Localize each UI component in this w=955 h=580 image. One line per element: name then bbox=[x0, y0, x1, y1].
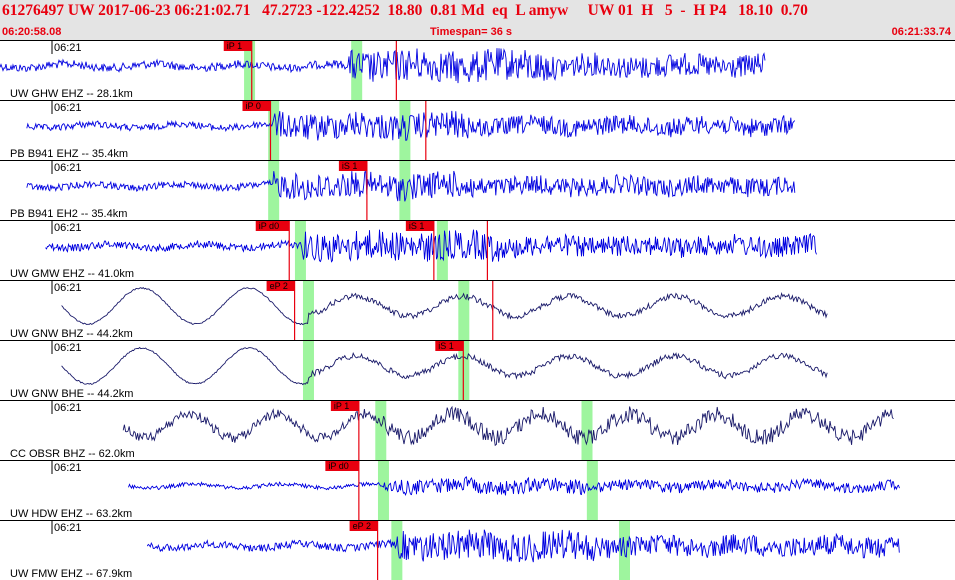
event-header: 61276497 UW 2017-06-23 06:21:02.71 47.27… bbox=[0, 0, 955, 40]
phase-pick-flag[interactable] bbox=[255, 221, 290, 231]
phase-pick-label: iP d0 bbox=[259, 221, 279, 231]
phase-pick-label: iS 1 bbox=[409, 221, 425, 231]
analysis-window bbox=[436, 221, 448, 280]
waveform-trace bbox=[45, 229, 817, 263]
waveform-trace bbox=[146, 529, 900, 563]
phase-pick-label: eP 2 bbox=[270, 281, 288, 291]
station-label: PB B941 EHZ -- 35.4km bbox=[10, 148, 128, 160]
trace-time-label: 06:21 bbox=[54, 342, 82, 354]
phase-pick-label: iP d0 bbox=[328, 461, 348, 471]
window-end-time: 06:21:33.74 bbox=[891, 26, 951, 38]
trace-time-label: 06:21 bbox=[54, 282, 82, 294]
analysis-window bbox=[377, 461, 389, 520]
event-summary-title: 61276497 UW 2017-06-23 06:21:02.71 47.27… bbox=[2, 2, 808, 19]
phase-pick-flag[interactable] bbox=[325, 461, 359, 471]
phase-pick-label: iS 1 bbox=[438, 341, 454, 351]
phase-pick-flag[interactable] bbox=[338, 161, 367, 171]
analysis-window bbox=[268, 101, 280, 160]
waveform-trace bbox=[26, 110, 796, 141]
station-label: UW GNW BHZ -- 44.2km bbox=[10, 328, 133, 340]
analysis-window bbox=[399, 161, 411, 220]
trace-panel[interactable]: iP d0 iS 1 06:21 UW GMW EHZ -- 41.0km bbox=[0, 220, 955, 281]
trace-time-label: 06:21 bbox=[54, 162, 82, 174]
trace-panel[interactable]: iP 0 06:21 PB B941 EHZ -- 35.4km bbox=[0, 100, 955, 161]
analysis-window bbox=[351, 41, 363, 100]
phase-pick-label: iP 0 bbox=[245, 101, 260, 111]
analysis-window bbox=[268, 161, 280, 220]
analysis-window bbox=[302, 281, 314, 340]
station-label: UW GNW BHE -- 44.2km bbox=[10, 388, 133, 400]
analysis-window bbox=[244, 41, 256, 100]
trace-panel[interactable]: iP d0 06:21 UW HDW EHZ -- 63.2km bbox=[0, 460, 955, 521]
waveform-trace bbox=[0, 48, 766, 84]
phase-pick-label: iP 1 bbox=[227, 41, 242, 51]
waveform-trace bbox=[122, 405, 894, 447]
trace-panel[interactable]: iS 1 06:21 PB B941 EH2 -- 35.4km bbox=[0, 160, 955, 221]
phase-pick-flag[interactable] bbox=[349, 521, 378, 531]
waveform-trace bbox=[128, 476, 900, 496]
trace-time-label: 06:21 bbox=[54, 402, 82, 414]
station-label: UW FMW EHZ -- 67.9km bbox=[10, 568, 132, 580]
trace-time-label: 06:21 bbox=[54, 522, 82, 534]
analysis-window bbox=[302, 341, 314, 400]
analysis-window bbox=[375, 401, 387, 460]
phase-pick-flag[interactable] bbox=[405, 221, 434, 231]
station-label: UW GMW EHZ -- 41.0km bbox=[10, 268, 134, 280]
phase-pick-flag[interactable] bbox=[266, 281, 295, 291]
analysis-window bbox=[581, 401, 593, 460]
trace-time-label: 06:21 bbox=[54, 222, 82, 234]
timespan-label: Timespan= 36 s bbox=[430, 26, 513, 38]
waveform-trace bbox=[26, 170, 796, 202]
trace-panel[interactable]: iP 1 06:21 CC OBSR BHZ -- 62.0km bbox=[0, 400, 955, 461]
analysis-window bbox=[586, 461, 598, 520]
phase-pick-flag[interactable] bbox=[223, 41, 252, 51]
phase-pick-flag[interactable] bbox=[330, 401, 359, 411]
station-label: PB B941 EH2 -- 35.4km bbox=[10, 208, 127, 220]
phase-pick-label: iP 1 bbox=[334, 401, 349, 411]
trace-panel[interactable]: eP 2 06:21 UW GNW BHZ -- 44.2km bbox=[0, 280, 955, 341]
station-label: UW HDW EHZ -- 63.2km bbox=[10, 508, 132, 520]
waveform-trace bbox=[61, 286, 828, 326]
phase-pick-label: eP 2 bbox=[353, 521, 371, 531]
analysis-window bbox=[294, 221, 306, 280]
analysis-window bbox=[458, 281, 470, 340]
phase-pick-label: iS 1 bbox=[342, 161, 358, 171]
seismogram-panel[interactable]: iP 1 06:21 UW GHW EHZ -- 28.1km iP 0 06:21 PB… bbox=[0, 40, 955, 580]
trace-time-label: 06:21 bbox=[54, 42, 82, 54]
trace-time-label: 06:21 bbox=[54, 102, 82, 114]
waveform-trace bbox=[61, 346, 828, 386]
trace-time-label: 06:21 bbox=[54, 462, 82, 474]
phase-pick-flag[interactable] bbox=[435, 341, 464, 351]
station-label: UW GHW EHZ -- 28.1km bbox=[10, 88, 133, 100]
trace-panel[interactable]: iP 1 06:21 UW GHW EHZ -- 28.1km bbox=[0, 40, 955, 101]
analysis-window bbox=[391, 521, 403, 580]
station-label: CC OBSR BHZ -- 62.0km bbox=[10, 448, 135, 460]
phase-pick-flag[interactable] bbox=[242, 101, 271, 111]
trace-panel[interactable]: iS 1 06:21 UW GNW BHE -- 44.2km bbox=[0, 340, 955, 401]
window-start-time: 06:20:58.08 bbox=[2, 26, 62, 38]
trace-panel[interactable]: eP 2 06:21 UW FMW EHZ -- 67.9km bbox=[0, 520, 955, 580]
